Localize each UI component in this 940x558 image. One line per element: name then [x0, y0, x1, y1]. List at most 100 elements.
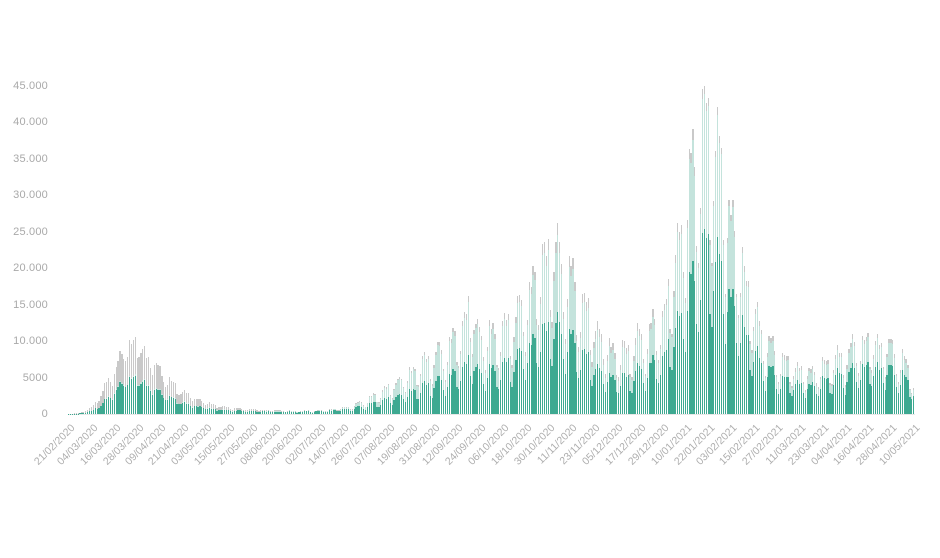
bar-series-dark-teal: [138, 385, 140, 414]
bar-series-dark-teal: [361, 406, 363, 414]
bar-series-dark-teal: [911, 399, 913, 414]
bar-series-dark-teal: [370, 402, 372, 414]
bar-series-dark-teal: [857, 388, 860, 414]
bar-series-dark-teal: [835, 375, 837, 414]
bar-series-gray: [102, 390, 104, 414]
bar-series-dark-teal: [317, 411, 319, 414]
bar-series-dark-teal: [330, 410, 332, 414]
bar-series-gray: [85, 411, 87, 414]
bar-series-dark-teal: [206, 408, 209, 414]
bar-series-dark-teal: [406, 396, 409, 414]
bar-series-dark-teal: [296, 412, 298, 414]
bar-series-dark-teal: [347, 408, 350, 414]
bar-series-dark-teal: [128, 377, 131, 414]
bar-series-dark-teal: [410, 391, 412, 414]
bar-series-dark-teal: [501, 362, 504, 414]
bar-series-dark-teal: [606, 381, 608, 414]
bar-series-dark-teal: [186, 403, 188, 414]
bar-series-dark-teal: [751, 375, 753, 414]
bar-series-dark-teal: [766, 376, 768, 414]
bar-series-gray: [104, 383, 106, 414]
bar-series-dark-teal: [658, 383, 660, 414]
bar-series-dark-teal: [372, 401, 374, 414]
bar-series-dark-teal: [614, 380, 616, 414]
bar-series-dark-teal: [431, 398, 433, 414]
bar-series-gray: [98, 400, 100, 414]
bar-series-dark-teal: [678, 316, 681, 414]
bar-series-dark-teal: [227, 410, 230, 414]
bar-series-dark-teal: [324, 412, 327, 414]
bar-series-dark-teal: [619, 386, 622, 414]
bar-series-dark-teal: [288, 411, 291, 414]
bar-series-dark-teal: [304, 411, 306, 414]
bar-series-dark-teal: [871, 386, 873, 414]
bar-series-dark-teal: [669, 367, 671, 414]
bar-series-dark-teal: [446, 386, 449, 414]
bar-series-dark-teal: [401, 394, 403, 414]
bar-series-dark-teal: [621, 372, 624, 414]
y-axis-tick-label: 15.000: [13, 298, 48, 311]
bar-series-dark-teal: [686, 310, 688, 414]
bar-series-dark-teal: [302, 411, 304, 414]
bar-series-dark-teal: [764, 390, 766, 414]
bar-series-dark-teal: [616, 391, 618, 414]
bar-series-dark-teal: [517, 348, 519, 414]
bar-series-dark-teal: [250, 411, 252, 414]
y-axis-tick-label: 45.000: [13, 80, 48, 92]
bar-series-dark-teal: [300, 412, 302, 414]
bar-series-dark-teal: [203, 408, 205, 414]
bar-series-dark-teal: [745, 334, 747, 414]
bar-series-dark-teal: [239, 410, 241, 414]
bar-series-dark-teal: [439, 376, 441, 414]
bar-series-dark-teal: [599, 368, 601, 414]
bar-series-dark-teal: [663, 352, 665, 414]
bar-series-dark-teal: [256, 411, 258, 414]
bar-series-dark-teal: [718, 254, 721, 414]
bar-series-dark-teal: [77, 413, 79, 414]
bar-series-dark-teal: [564, 373, 567, 414]
bar-series-dark-teal: [383, 397, 386, 414]
bar-series-dark-teal: [507, 358, 509, 414]
bar-series-dark-teal: [281, 411, 283, 414]
bar-series-dark-teal: [163, 398, 165, 414]
bar-series-dark-teal: [231, 411, 233, 414]
bar-series-dark-teal: [273, 411, 275, 414]
bar-series-dark-teal: [378, 407, 380, 414]
bar-series-dark-teal: [444, 396, 447, 414]
bar-series-dark-teal: [528, 342, 530, 414]
bar-series-dark-teal: [547, 322, 549, 414]
bar-series-dark-teal: [224, 409, 226, 414]
bar-series-dark-teal: [842, 388, 844, 414]
bar-series-dark-teal: [671, 369, 673, 414]
bar-series-dark-teal: [313, 411, 315, 414]
bar-series-dark-teal: [267, 411, 270, 414]
bar-series-dark-teal: [781, 375, 783, 414]
bar-series-dark-teal: [688, 272, 690, 414]
bar-series-dark-teal: [566, 352, 568, 414]
bar-series-dark-teal: [87, 412, 89, 414]
bar-series-dark-teal: [119, 382, 121, 414]
bar-series-dark-teal: [180, 404, 182, 414]
bar-series-dark-teal: [199, 406, 201, 414]
bar-series-dark-teal: [894, 374, 896, 414]
bar-series-dark-teal: [113, 393, 115, 414]
bar-series-dark-teal: [637, 363, 639, 414]
bar-series-dark-teal: [856, 382, 858, 414]
bar-series-dark-teal: [262, 411, 264, 414]
bar-series-dark-teal: [205, 409, 207, 414]
bar-series-dark-teal: [755, 350, 757, 414]
bar-series-dark-teal: [823, 377, 825, 414]
bar-series-dark-teal: [684, 352, 686, 414]
bar-series-dark-teal: [836, 368, 839, 414]
bar-series-dark-teal: [248, 410, 251, 414]
bar-series-dark-teal: [147, 385, 150, 414]
bar-series-dark-teal: [191, 407, 193, 414]
bar-series-dark-teal: [437, 375, 439, 414]
bar-series-dark-teal: [739, 342, 742, 414]
bar-series-dark-teal: [469, 376, 471, 414]
bar-series-dark-teal: [732, 288, 734, 414]
bar-series-dark-teal: [412, 388, 414, 414]
bar-series-dark-teal: [540, 352, 542, 414]
bar-series-dark-teal: [107, 396, 110, 414]
